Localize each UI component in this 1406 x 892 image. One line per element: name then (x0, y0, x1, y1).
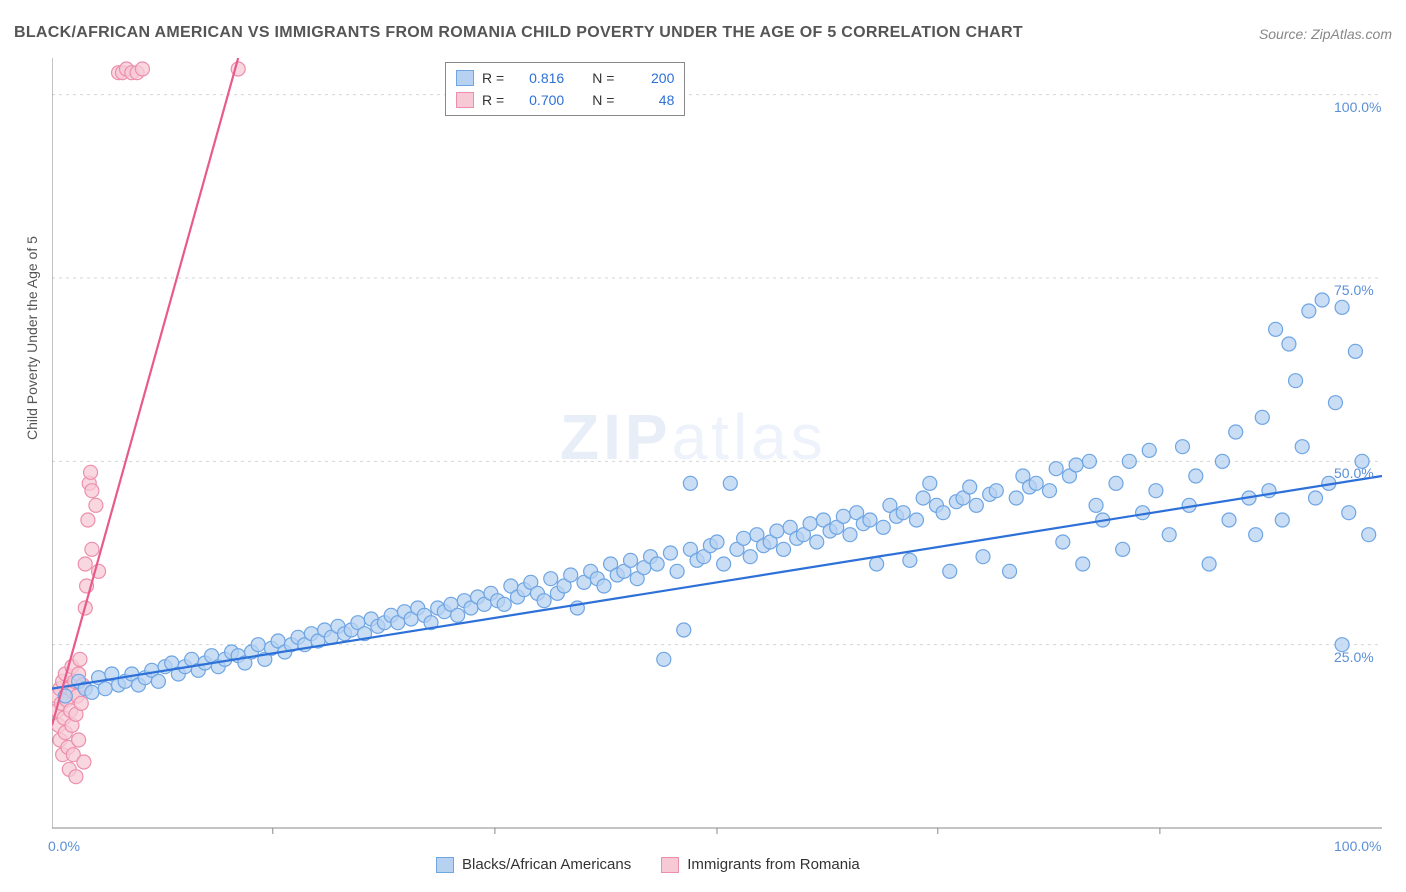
legend-stats-row-2: R = 0.700 N = 48 (456, 89, 674, 111)
y-tick-75: 75.0% (1334, 282, 1374, 298)
n-value-2: 48 (622, 89, 674, 111)
chart-title: BLACK/AFRICAN AMERICAN VS IMMIGRANTS FRO… (14, 24, 1023, 42)
r-label: R = (482, 67, 504, 89)
r-value-2: 0.700 (512, 89, 564, 111)
n-value-1: 200 (622, 67, 674, 89)
swatch-series2-icon (661, 857, 679, 873)
y-tick-100: 100.0% (1334, 99, 1381, 115)
source-label: Source: ZipAtlas.com (1259, 26, 1392, 42)
legend-stats-row-1: R = 0.816 N = 200 (456, 67, 674, 89)
swatch-series1 (456, 70, 474, 86)
y-tick-25: 25.0% (1334, 649, 1374, 665)
legend-item-2: Immigrants from Romania (661, 856, 860, 873)
r-value-1: 0.816 (512, 67, 564, 89)
chart-container: BLACK/AFRICAN AMERICAN VS IMMIGRANTS FRO… (0, 0, 1406, 892)
legend-item-1: Blacks/African Americans (436, 856, 631, 873)
scatter-plot (52, 58, 1392, 838)
legend-series: Blacks/African Americans Immigrants from… (436, 856, 860, 873)
swatch-series1-icon (436, 857, 454, 873)
n-label: N = (592, 89, 614, 111)
legend-stats: R = 0.816 N = 200 R = 0.700 N = 48 (445, 62, 685, 116)
legend-label-2: Immigrants from Romania (687, 856, 860, 873)
plot-area (52, 58, 1392, 838)
x-tick-0: 0.0% (48, 838, 80, 854)
y-tick-50: 50.0% (1334, 465, 1374, 481)
swatch-series2 (456, 92, 474, 108)
legend-label-1: Blacks/African Americans (462, 856, 631, 873)
x-tick-100: 100.0% (1334, 838, 1381, 854)
y-axis-label: Child Poverty Under the Age of 5 (24, 236, 40, 440)
r-label: R = (482, 89, 504, 111)
n-label: N = (592, 67, 614, 89)
